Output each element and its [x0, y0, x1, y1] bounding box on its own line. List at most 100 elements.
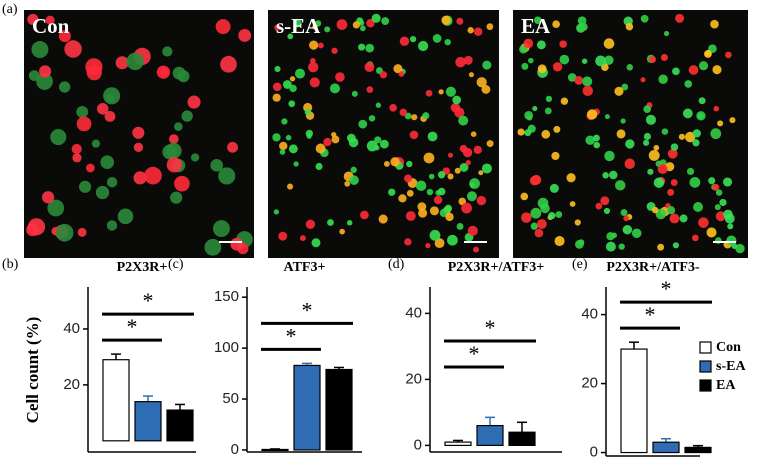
cell — [559, 54, 570, 65]
cell — [358, 43, 366, 51]
cell — [532, 106, 538, 112]
cell — [663, 30, 670, 37]
cell — [604, 150, 615, 162]
cell — [462, 147, 473, 158]
cell — [593, 141, 601, 149]
cell — [729, 117, 736, 124]
cell — [624, 158, 636, 169]
cell — [482, 60, 492, 70]
cell — [429, 206, 439, 216]
cell — [667, 148, 678, 159]
chart-title: P2X3R+ — [117, 260, 168, 275]
cell — [409, 130, 419, 140]
cell — [423, 152, 435, 164]
cell — [551, 151, 560, 161]
cell — [713, 105, 720, 112]
cell — [653, 144, 660, 151]
cell — [360, 25, 366, 32]
y-tick-label: 0 — [590, 444, 598, 461]
cell — [399, 36, 410, 46]
cell — [441, 15, 451, 25]
cell — [76, 116, 92, 132]
cell — [329, 83, 340, 94]
cell — [693, 202, 704, 212]
cell — [552, 20, 560, 29]
bar — [684, 446, 712, 454]
cell — [604, 55, 614, 65]
cell — [643, 132, 651, 141]
cell — [388, 188, 396, 196]
cell — [105, 93, 115, 103]
cell — [366, 86, 374, 93]
cell — [727, 223, 734, 230]
cell — [364, 62, 375, 73]
cell — [294, 68, 306, 79]
cell — [672, 242, 679, 249]
cell — [473, 145, 482, 155]
cell — [104, 110, 116, 122]
cell — [335, 72, 345, 82]
cell — [425, 89, 433, 97]
cell — [106, 220, 118, 231]
cell — [288, 144, 298, 154]
cell — [375, 102, 382, 108]
cell — [288, 100, 296, 108]
cell — [39, 65, 52, 78]
cell — [227, 141, 239, 153]
cell — [323, 137, 332, 147]
chart-title: ATF3+ — [284, 260, 326, 275]
cell — [215, 19, 231, 35]
cell — [393, 64, 403, 74]
cell — [616, 129, 626, 139]
cell — [434, 238, 445, 249]
cell — [458, 115, 469, 126]
panel-label: (c) — [168, 257, 184, 272]
bar — [134, 401, 162, 442]
cell — [368, 115, 376, 122]
legend-label: EA — [716, 378, 736, 393]
bar — [261, 448, 289, 452]
cell — [640, 14, 649, 23]
cell — [647, 168, 654, 175]
cell — [722, 177, 733, 187]
legend-swatch — [699, 360, 712, 373]
cell — [661, 128, 669, 135]
cell — [657, 163, 668, 175]
cell — [669, 213, 680, 224]
cell — [614, 180, 626, 191]
cell — [595, 202, 603, 210]
cell — [723, 209, 733, 220]
cell — [383, 160, 390, 167]
cell — [465, 159, 471, 166]
cell — [309, 40, 319, 50]
cell — [642, 139, 650, 146]
cell — [684, 80, 693, 88]
cell — [365, 43, 375, 53]
legend-swatch — [699, 379, 712, 392]
cell — [595, 55, 606, 67]
cell — [305, 129, 314, 138]
cell — [703, 50, 712, 58]
significance-mark: * — [302, 297, 313, 322]
cell — [299, 235, 306, 242]
significance-mark: * — [469, 341, 480, 366]
cell — [672, 67, 680, 76]
cell — [79, 180, 92, 193]
cell — [304, 108, 312, 116]
cell — [381, 17, 390, 25]
cell — [712, 65, 722, 75]
cell — [520, 192, 529, 201]
cell — [476, 195, 487, 206]
cell — [448, 152, 454, 158]
cell — [574, 239, 584, 249]
cell — [574, 219, 581, 226]
cell — [582, 85, 593, 97]
cell — [47, 199, 65, 217]
cell — [85, 163, 95, 173]
cell — [567, 73, 577, 82]
cell — [278, 231, 288, 241]
cell — [351, 90, 358, 97]
cell — [523, 38, 534, 49]
cell — [432, 34, 442, 43]
cell — [549, 183, 559, 193]
